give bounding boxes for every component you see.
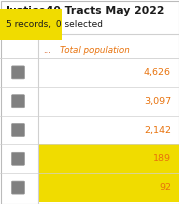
FancyBboxPatch shape	[38, 173, 179, 202]
FancyBboxPatch shape	[11, 95, 25, 108]
FancyBboxPatch shape	[11, 123, 25, 136]
Text: 0 selected: 0 selected	[53, 20, 103, 29]
Text: Total population: Total population	[60, 46, 130, 55]
Text: 2,142: 2,142	[144, 125, 171, 134]
FancyBboxPatch shape	[38, 144, 179, 173]
Text: ...: ...	[43, 46, 51, 55]
Text: 5 records,: 5 records,	[6, 20, 51, 29]
Text: Justice40 Tracts May 2022: Justice40 Tracts May 2022	[6, 6, 166, 16]
Text: 4,626: 4,626	[144, 68, 171, 77]
FancyBboxPatch shape	[11, 66, 25, 79]
Text: 189: 189	[153, 154, 171, 163]
Text: 3,097: 3,097	[144, 97, 171, 106]
Text: 92: 92	[159, 183, 171, 192]
FancyBboxPatch shape	[11, 152, 25, 165]
FancyBboxPatch shape	[11, 181, 25, 194]
